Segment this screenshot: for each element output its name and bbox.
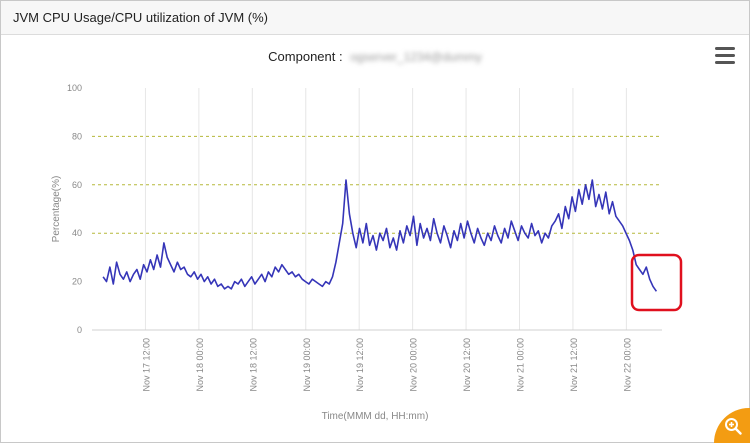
- x-tick-label: Nov 20 00:00: [409, 338, 419, 392]
- x-tick-label: Nov 22 00:00: [622, 338, 632, 392]
- x-tick-label: Nov 17 12:00: [141, 338, 151, 392]
- x-tick-label: Nov 19 12:00: [355, 338, 365, 392]
- highlight-box: [632, 255, 681, 310]
- y-tick-label: 20: [72, 277, 82, 287]
- threshold-lines: [92, 136, 662, 233]
- x-tick-label: Nov 21 12:00: [569, 338, 579, 392]
- x-axis-title: Time(MMM dd, HH:mm): [322, 411, 429, 422]
- x-tick-label: Nov 21 00:00: [516, 338, 526, 392]
- x-tick-label: Nov 18 00:00: [195, 338, 205, 392]
- y-tick-label: 60: [72, 180, 82, 190]
- y-tick-label: 40: [72, 228, 82, 238]
- y-tick-label: 0: [77, 325, 82, 335]
- x-tick-label: Nov 19 00:00: [302, 338, 312, 392]
- grid-layer: [145, 88, 626, 330]
- y-axis-title: Percentage(%): [51, 176, 62, 243]
- y-tick-label: 80: [72, 131, 82, 141]
- zoom-in-icon: [724, 417, 742, 435]
- x-tick-label: Nov 20 12:00: [462, 338, 472, 392]
- y-tick-label: 100: [67, 83, 82, 93]
- x-tick-label: Nov 18 12:00: [248, 338, 258, 392]
